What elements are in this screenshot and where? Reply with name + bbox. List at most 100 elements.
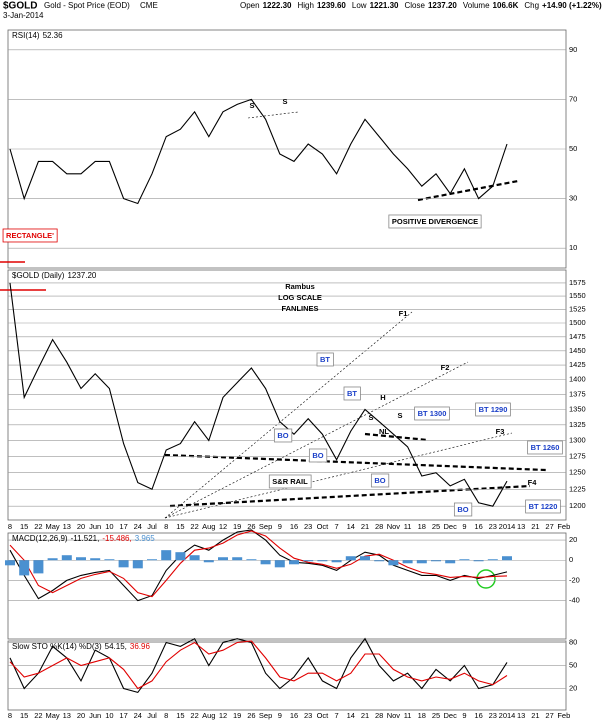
legend-part: 3.965 [135, 534, 156, 543]
x-tick-label: 16 [474, 522, 482, 531]
x-tick-label: 22 [34, 522, 42, 531]
x-tick-label: 23 [489, 711, 497, 720]
annotation: NL [379, 427, 389, 436]
x-tick-label: Dec [444, 522, 458, 531]
description: Gold - Spot Price (EOD) [44, 1, 130, 10]
x-tick-label: 8 [8, 711, 12, 720]
legend-part: -15.486, [102, 534, 131, 543]
x-tick-label: 7 [335, 711, 339, 720]
x-tick-label: 28 [375, 711, 383, 720]
stat-label: Open [240, 1, 260, 10]
stat-value: 1221.30 [370, 1, 399, 10]
legend-part: RSI(14) [12, 31, 40, 40]
fanline [164, 311, 413, 519]
fanline [164, 432, 513, 519]
x-tick-label: 18 [418, 711, 426, 720]
legend: $GOLD (Daily) 1237.20 [12, 271, 97, 280]
stat-value: 106.6K [493, 1, 519, 10]
annotation: BT 1290 [479, 405, 508, 414]
histogram-bar [61, 555, 72, 561]
stat-label: Close [404, 1, 425, 10]
x-tick-label: Jul [147, 711, 157, 720]
annotation: S [397, 411, 402, 420]
histogram-bar [345, 556, 356, 561]
x-tick-label: 7 [335, 522, 339, 531]
y-tick-label: 90 [569, 45, 577, 54]
x-tick-label: 14 [347, 711, 355, 720]
x-tick-label: 26 [247, 711, 255, 720]
stat-value: +14.90 (+1.22%) [542, 1, 602, 10]
x-tick-label: 22 [190, 711, 198, 720]
highlight-circle [476, 569, 496, 589]
x-tick-label: 21 [361, 711, 369, 720]
annotation: S&R RAIL [272, 477, 308, 486]
x-tick-label: 9 [462, 711, 466, 720]
y-tick-label: 1300 [569, 435, 586, 444]
annotation-box [475, 402, 511, 417]
x-tick-label: 23 [304, 711, 312, 720]
histogram-bar [90, 558, 101, 561]
x-tick-label: 9 [278, 522, 282, 531]
x-tick-label: 24 [134, 522, 142, 531]
x-tick-label: 15 [176, 522, 184, 531]
y-tick-label: 1350 [569, 404, 586, 413]
y-tick-label: 0 [569, 555, 573, 564]
annotation: F4 [528, 478, 538, 487]
annotation-box [273, 428, 293, 443]
x-tick-label: 22 [190, 522, 198, 531]
divergence-line [417, 179, 519, 202]
legend-part: Slow STO %K(14) %D(3) [12, 642, 102, 651]
y-tick-label: 1400 [569, 375, 586, 384]
x-tick-label: 2014 [499, 711, 516, 720]
annotation-box [268, 474, 312, 489]
x-tick-label: Sep [259, 522, 272, 531]
histogram-bar [232, 557, 243, 561]
y-tick-label: 1450 [569, 346, 586, 355]
histogram-bar [459, 559, 470, 561]
y-tick-label: 30 [569, 194, 577, 203]
histogram-bar [303, 560, 314, 562]
x-tick-label: 9 [462, 522, 466, 531]
x-tick-label: 13 [517, 711, 525, 720]
annotation: BT [320, 355, 330, 364]
x-tick-label: 24 [134, 711, 142, 720]
annotation-box [414, 406, 450, 421]
x-tick-label: 28 [375, 522, 383, 531]
annotation: Rambus [285, 282, 315, 291]
x-tick-label: 11 [404, 522, 412, 531]
x-tick-label: Aug [202, 711, 215, 720]
histogram-bar [445, 560, 456, 564]
annotation: BO [312, 451, 323, 460]
x-tick-label: 13 [63, 711, 71, 720]
x-tick-label: 15 [20, 522, 28, 531]
series-line [9, 640, 508, 690]
annotation: BT [347, 389, 357, 398]
x-tick-label: Nov [387, 711, 401, 720]
x-tick-label: 16 [290, 711, 298, 720]
stat-label: Low [352, 1, 367, 10]
y-tick-label: 20 [569, 684, 577, 693]
series-line [9, 282, 508, 507]
x-tick-label: 19 [233, 711, 241, 720]
histogram-bar [374, 560, 385, 562]
y-tick-label: 1500 [569, 318, 586, 327]
annotation: BO [277, 431, 288, 440]
annotation: S [249, 101, 254, 110]
histogram-bar [147, 559, 157, 561]
exchange: CME [140, 1, 158, 10]
histogram-bar [331, 560, 342, 563]
macd-frame [7, 532, 567, 640]
annotation-box [527, 440, 563, 455]
annotation: FANLINES [281, 304, 318, 313]
y-tick-label: 1225 [569, 484, 586, 493]
x-tick-label: 27 [545, 711, 553, 720]
legend-part: $GOLD (Daily) [12, 271, 65, 280]
y-tick-label: 1525 [569, 304, 586, 313]
annotation-box [453, 502, 473, 517]
histogram-bar [104, 559, 115, 561]
x-tick-label: 15 [176, 711, 184, 720]
stat-label: Chg [524, 1, 539, 10]
x-tick-label: 25 [432, 711, 440, 720]
legend: RSI(14) 52.36 [12, 31, 63, 40]
